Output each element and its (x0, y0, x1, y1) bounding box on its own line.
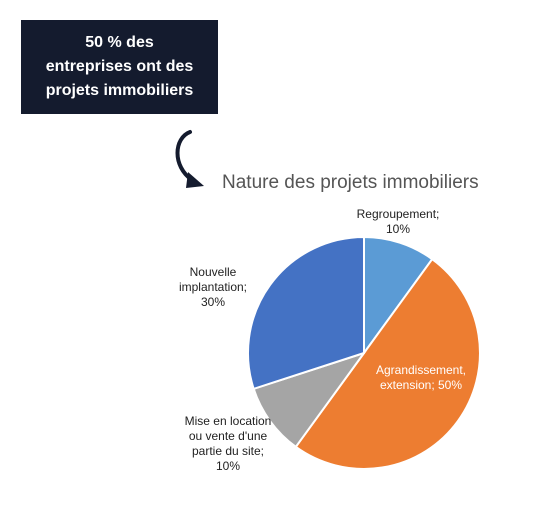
headline-line-1: 50 % des (85, 34, 154, 51)
slice-label-agrandissement: Agrandissement, extension; 50% (375, 363, 467, 392)
pie-slice-2 (252, 351, 367, 449)
pie-slice-0 (363, 235, 434, 357)
pie-slice-1 (294, 257, 481, 470)
headline-banner: 50 % des entreprises ont des projets imm… (21, 20, 218, 114)
chart-title: Nature des projets immobiliers (222, 172, 479, 193)
headline-line-3: projets immobiliers (45, 82, 194, 99)
slice-label-mise-en-location: Mise en location ou vente d'une partie d… (184, 414, 272, 473)
slice-label-regroupement: Regroupement; 10% (356, 207, 440, 236)
pie-slice-3 (247, 235, 365, 391)
slice-label-nouvelle-implantation: Nouvelle implantation; 30% (178, 265, 248, 309)
headline-line-2: entreprises ont des (45, 58, 194, 75)
curved-arrow-icon (175, 130, 204, 188)
